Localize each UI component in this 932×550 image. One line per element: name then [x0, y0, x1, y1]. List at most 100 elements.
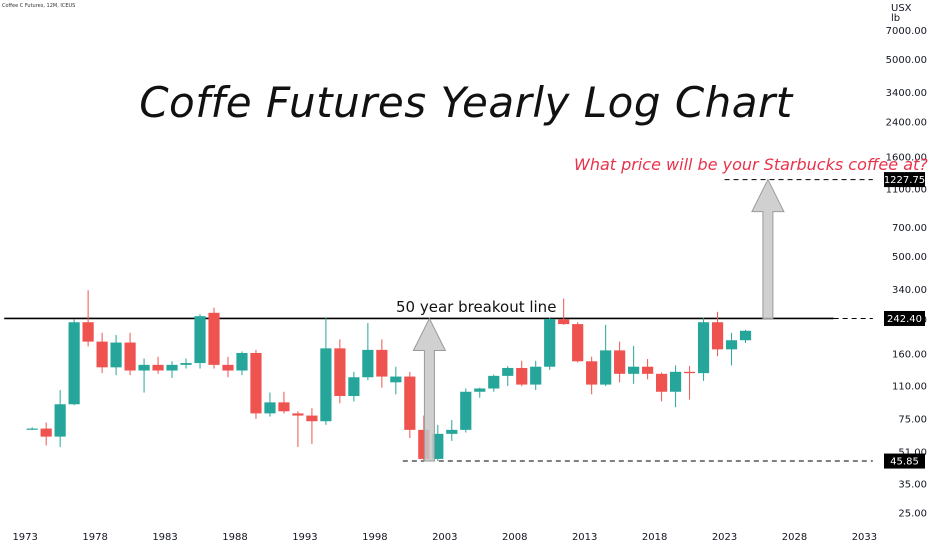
candle — [236, 351, 248, 376]
chart-title: Coffe Futures Yearly Log Chart — [139, 78, 793, 127]
x-tick-label: 2013 — [572, 532, 597, 543]
candle — [558, 298, 570, 325]
candle-body — [124, 342, 136, 371]
y-tick-label: 1100.00 — [886, 184, 927, 195]
candle-body — [152, 364, 164, 371]
price-label: 242.40 — [884, 310, 925, 326]
candle-body — [572, 324, 584, 362]
candle — [68, 319, 80, 406]
x-tick-label: 2008 — [502, 532, 527, 543]
candle-body — [222, 364, 234, 371]
price-label: 45.85 — [884, 453, 925, 469]
y-axis: 7000.00 5000.00 3400.00 2400.00 1600.00 1100.… — [886, 26, 927, 519]
currency-line-1: USX — [891, 3, 912, 14]
candle — [194, 314, 206, 369]
candle-body — [250, 352, 262, 414]
candle — [446, 420, 458, 441]
candle-body — [404, 376, 416, 430]
candle — [376, 339, 388, 388]
candle — [530, 360, 542, 391]
candle-body — [656, 373, 668, 392]
y-tick-label: 700.00 — [892, 223, 927, 234]
x-tick-label: 1993 — [292, 532, 317, 543]
candle-body — [348, 377, 360, 397]
currency-line-2: lb — [891, 13, 901, 24]
x-axis: 1973 1978 1983 1988 1993 1998 2003 2008 2013 2018… — [12, 532, 877, 543]
candle — [600, 324, 612, 387]
candle-body — [488, 375, 500, 389]
candle — [222, 356, 234, 378]
candle — [26, 427, 38, 430]
candle — [614, 341, 626, 383]
candle-body — [180, 363, 192, 365]
y-tick-label: 75.00 — [898, 414, 927, 425]
currency-unit: USX lb — [891, 4, 912, 24]
candle-body — [306, 415, 318, 422]
candle-body — [642, 366, 654, 374]
candle — [306, 408, 318, 444]
price-label-box — [884, 172, 925, 188]
candle-body — [474, 388, 486, 392]
candle — [474, 387, 486, 398]
candle — [40, 422, 52, 446]
candle-body — [460, 391, 472, 430]
candle-body — [586, 361, 598, 385]
candle — [124, 332, 136, 376]
y-tick-label: 51.00 — [898, 447, 927, 458]
candle-body — [418, 429, 430, 459]
candle — [488, 374, 500, 392]
candle — [250, 349, 262, 419]
x-tick-label: 2033 — [852, 532, 877, 543]
candle-body — [96, 341, 108, 368]
candle-body — [669, 371, 682, 392]
x-tick-label: 2023 — [712, 532, 737, 543]
x-tick-label: 2028 — [782, 532, 807, 543]
candle — [292, 411, 304, 448]
candle — [208, 307, 220, 369]
candle-body — [362, 349, 374, 378]
candle-body — [558, 319, 570, 325]
price-label-box — [884, 310, 925, 326]
candle — [418, 415, 430, 462]
y-tick-label: 25.00 — [898, 508, 927, 519]
candle-body — [544, 318, 556, 367]
candle — [348, 371, 360, 402]
y-tick-label: 1600.00 — [886, 152, 927, 163]
candle-body — [82, 322, 94, 342]
candle — [180, 358, 192, 369]
candle-body — [739, 330, 752, 341]
price-label-box — [884, 453, 925, 469]
price-labels: 1227.75 242.40 45.85 — [884, 172, 925, 469]
candle — [516, 360, 528, 387]
price-label-text: 45.85 — [890, 457, 919, 468]
candle-body — [600, 350, 612, 385]
candle-body — [138, 364, 150, 371]
price-label-text: 242.40 — [887, 314, 922, 325]
candle-body — [628, 366, 640, 374]
candle — [278, 391, 290, 414]
candle — [502, 366, 514, 387]
candle-body — [26, 428, 38, 430]
x-tick-label: 1988 — [222, 532, 247, 543]
y-tick-label: 35.00 — [898, 480, 927, 491]
y-tick-label: 5000.00 — [886, 55, 927, 66]
candle-body — [110, 342, 122, 368]
candle-body — [530, 366, 542, 385]
candle-body — [711, 322, 724, 350]
candle — [739, 329, 752, 344]
candle-body — [614, 350, 626, 374]
candle-body — [697, 322, 710, 374]
candle-body — [516, 367, 528, 385]
x-tick-label: 1978 — [82, 532, 107, 543]
candle — [264, 392, 276, 417]
candle-body — [376, 349, 388, 377]
price-question-annotation: What price will be your Starbucks coffee… — [574, 155, 928, 174]
candle — [334, 339, 346, 404]
candle-body — [390, 376, 402, 383]
x-tick-label: 2018 — [642, 532, 667, 543]
y-tick-label: 2400.00 — [886, 118, 927, 129]
candle-body — [320, 348, 332, 422]
price-label-text: 1227.75 — [884, 175, 925, 186]
candle — [320, 317, 332, 425]
